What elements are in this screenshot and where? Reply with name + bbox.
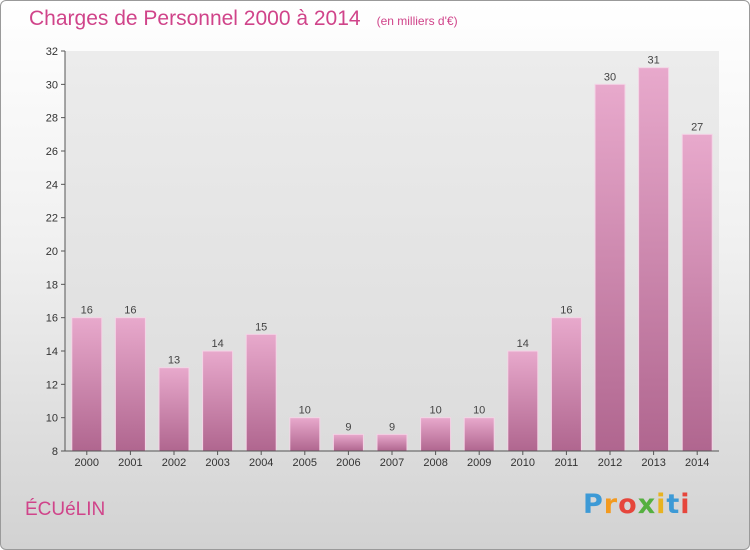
value-label-2006: 9 [345, 421, 351, 433]
bar-2006 [332, 433, 364, 452]
logo-letter: r [603, 489, 619, 520]
y-tick-label-24: 24 [46, 179, 58, 191]
bar-2011 [550, 317, 582, 452]
y-tick-label-20: 20 [46, 246, 58, 258]
value-label-2002: 13 [168, 355, 180, 367]
bar-2014 [681, 133, 713, 452]
logo-letter: t [666, 489, 681, 520]
x-tick-label-2006: 2006 [336, 457, 360, 469]
x-tick-label-2007: 2007 [380, 457, 404, 469]
y-tick-label-16: 16 [46, 313, 58, 325]
value-label-2014: 27 [691, 121, 703, 133]
bar-2013 [638, 67, 670, 452]
x-tick-label-2013: 2013 [641, 457, 665, 469]
bar-2005 [289, 417, 321, 452]
title-row: Charges de Personnel 2000 à 2014 (en mill… [29, 7, 458, 31]
value-label-2007: 9 [389, 421, 395, 433]
x-tick-label-2003: 2003 [205, 457, 229, 469]
bar-2004 [245, 333, 277, 452]
y-tick-label-22: 22 [46, 213, 58, 225]
bar-2010 [507, 350, 539, 452]
x-tick-label-2000: 2000 [75, 457, 99, 469]
y-tick-label-30: 30 [46, 79, 58, 91]
bar-2008 [420, 417, 452, 452]
logo-letter: o [618, 489, 638, 520]
y-tick-label-12: 12 [46, 379, 58, 391]
logo-letter: i [656, 489, 667, 520]
chart-title: Charges de Personnel 2000 à 2014 [29, 7, 361, 30]
y-tick-label-26: 26 [46, 146, 58, 158]
bar-2012 [594, 83, 626, 452]
value-label-2012: 30 [604, 71, 616, 83]
value-label-2003: 14 [211, 338, 223, 350]
value-label-2011: 16 [560, 305, 572, 317]
logo-letter: P [583, 489, 604, 520]
bar-2007 [376, 433, 408, 452]
x-tick-label-2001: 2001 [118, 457, 142, 469]
bar-2003 [202, 350, 234, 452]
y-tick-label-10: 10 [46, 413, 58, 425]
bar-2009 [463, 417, 495, 452]
bar-2001 [114, 317, 146, 452]
x-tick-label-2004: 2004 [249, 457, 273, 469]
x-tick-label-2005: 2005 [293, 457, 317, 469]
y-tick-label-32: 32 [46, 46, 58, 58]
x-tick-label-2008: 2008 [423, 457, 447, 469]
x-tick-label-2002: 2002 [162, 457, 186, 469]
value-label-2004: 15 [255, 321, 267, 333]
chart-subtitle: (en milliers d'€) [376, 14, 458, 28]
y-tick-label-18: 18 [46, 279, 58, 291]
x-tick-label-2011: 2011 [555, 457, 579, 469]
x-tick-label-2009: 2009 [467, 457, 491, 469]
x-tick-label-2012: 2012 [598, 457, 622, 469]
value-label-2001: 16 [124, 305, 136, 317]
proxiti-logo: Proxiti [583, 489, 691, 520]
value-label-2013: 31 [647, 55, 659, 67]
value-label-2010: 14 [517, 338, 529, 350]
y-tick-label-14: 14 [46, 346, 58, 358]
x-tick-label-2014: 2014 [685, 457, 709, 469]
bar-2000 [71, 317, 103, 452]
commune-name: ÉCUéLIN [25, 499, 106, 520]
logo-letter: i [680, 489, 691, 520]
value-label-2008: 10 [429, 405, 441, 417]
value-label-2009: 10 [473, 405, 485, 417]
x-tick-label-2010: 2010 [511, 457, 535, 469]
value-label-2005: 10 [299, 405, 311, 417]
bar-2002 [158, 367, 190, 452]
value-label-2000: 16 [81, 305, 93, 317]
logo-letter: x [637, 489, 657, 520]
y-tick-label-8: 8 [52, 446, 58, 458]
y-tick-label-28: 28 [46, 113, 58, 125]
